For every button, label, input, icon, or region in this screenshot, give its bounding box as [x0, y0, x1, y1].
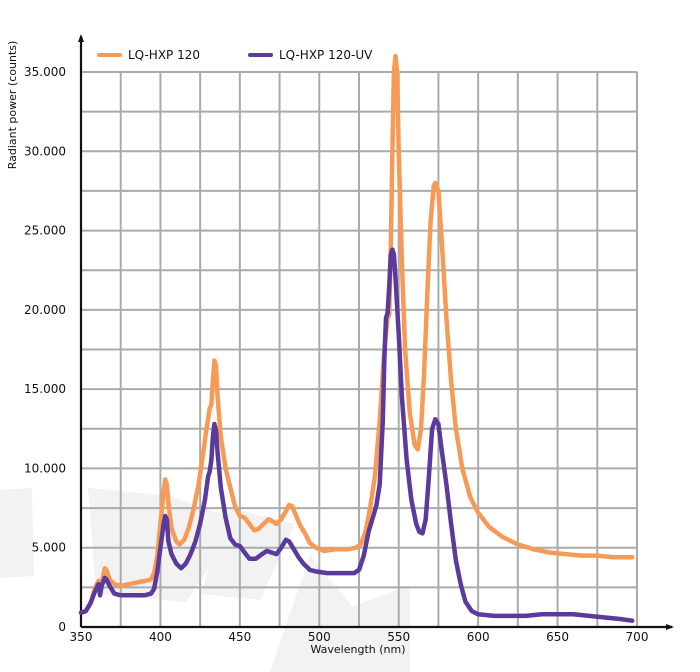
y-tick-label: 35.000 — [24, 65, 66, 79]
y-tick-label: 25.000 — [24, 224, 66, 238]
legend-label-lq-hxp-120: LQ-HXP 120 — [128, 48, 200, 62]
x-tick-label: 700 — [626, 630, 649, 644]
watermark-shape — [0, 488, 34, 578]
watermark-shape — [300, 585, 410, 672]
y-tick-label: 5.000 — [32, 541, 66, 555]
x-tick-label: 500 — [308, 630, 331, 644]
x-axis-arrow-icon — [666, 624, 674, 630]
x-axis-label: Wavelength (nm) — [310, 643, 405, 656]
x-tick-label: 550 — [387, 630, 410, 644]
grid — [81, 71, 638, 627]
axes — [78, 34, 674, 630]
legend: LQ-HXP 120 LQ-HXP 120-UV — [97, 48, 373, 62]
y-tick-labels: 0 5.000 10.000 15.000 20.000 25.000 30.000 35.0… — [24, 65, 66, 634]
y-tick-label: 0 — [58, 620, 66, 634]
x-tick-label: 350 — [70, 630, 93, 644]
legend-label-lq-hxp-120-uv: LQ-HXP 120-UV — [279, 48, 373, 62]
x-tick-label: 650 — [546, 630, 569, 644]
series-line-lq-hxp-120-uv — [78, 247, 635, 623]
y-tick-label: 15.000 — [24, 382, 66, 396]
y-axis-label: Radiant power (counts) — [6, 41, 19, 170]
x-tick-label: 600 — [467, 630, 490, 644]
x-tick-labels: 350 400 450 500 550 600 650 700 — [70, 630, 649, 644]
x-tick-label: 400 — [149, 630, 172, 644]
y-axis-arrow-icon — [78, 34, 84, 42]
series-line-lq-hxp-120 — [78, 53, 635, 615]
y-tick-label: 20.000 — [24, 303, 66, 317]
y-tick-label: 30.000 — [24, 144, 66, 158]
x-tick-label: 450 — [228, 630, 251, 644]
series-group — [78, 53, 635, 623]
y-tick-label: 10.000 — [24, 461, 66, 475]
